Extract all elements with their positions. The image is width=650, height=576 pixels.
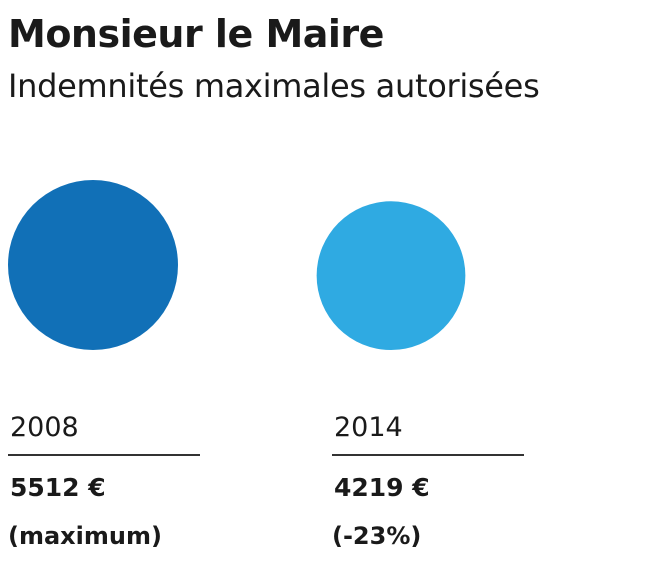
year-label-2008: 2008 <box>10 412 79 443</box>
chart-subtitle: Indemnités maximales autorisées <box>8 67 540 105</box>
bubble-2014 <box>316 201 466 350</box>
note-label-2014: (-23%) <box>332 522 422 550</box>
category-2014: 2014 4219 € (-23%) <box>332 408 532 556</box>
value-label-2014: 4219 € <box>334 473 430 502</box>
bubble-chart <box>8 180 466 350</box>
divider-rule <box>332 454 524 456</box>
category-2008: 2008 5512 € (maximum) <box>8 408 208 556</box>
year-label-2014: 2014 <box>334 412 403 443</box>
value-label-2008: 5512 € <box>10 473 106 502</box>
divider-rule <box>8 454 200 456</box>
bubble-2008 <box>8 180 178 350</box>
chart-title: Monsieur le Maire <box>8 12 384 56</box>
note-label-2008: (maximum) <box>8 522 162 550</box>
